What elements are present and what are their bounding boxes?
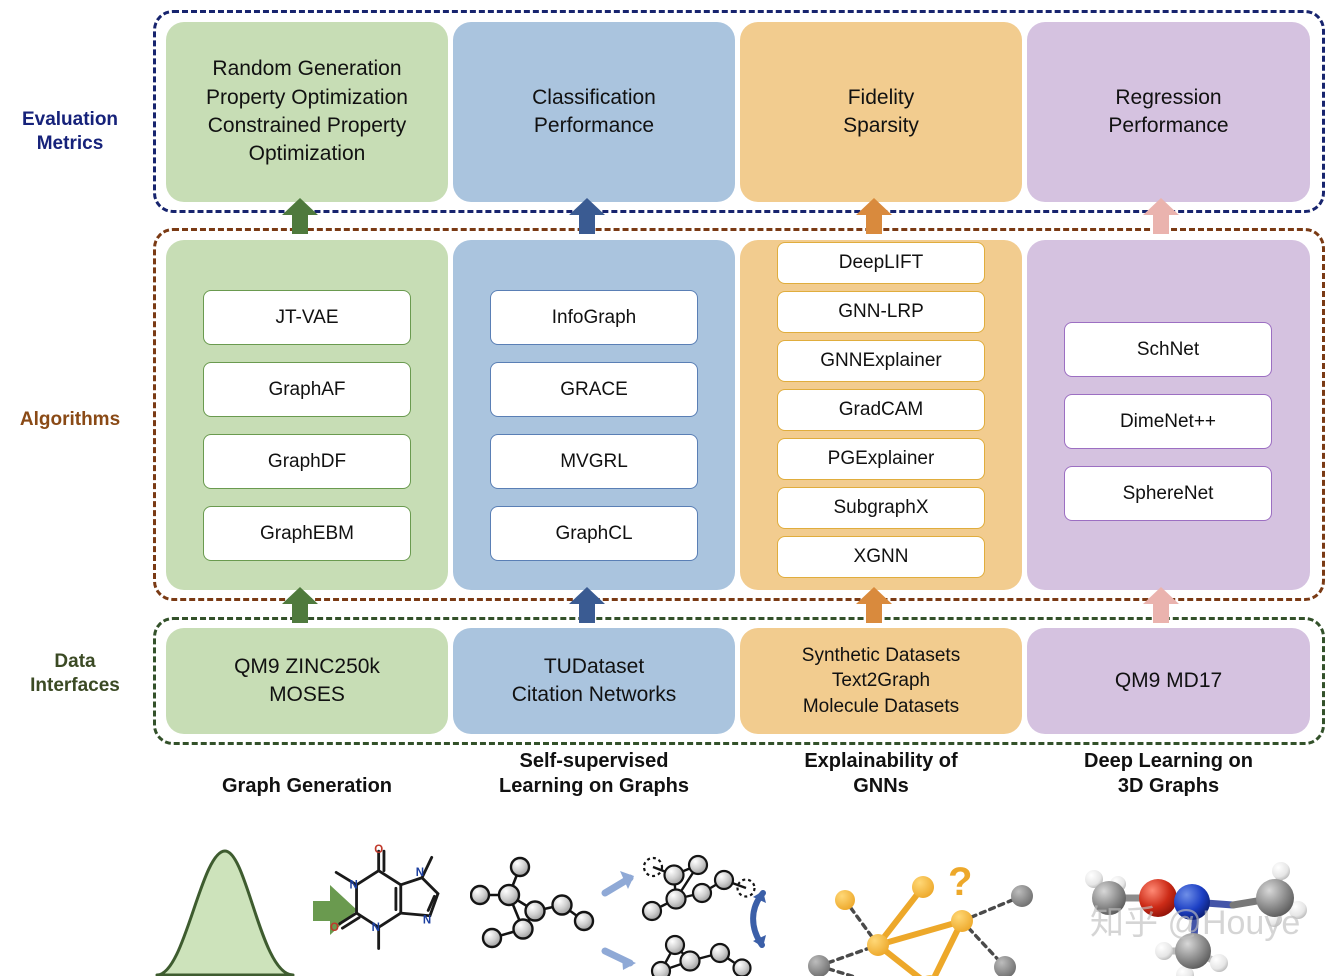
svg-text:O: O: [374, 844, 383, 856]
svg-text:N: N: [423, 915, 431, 927]
svg-text:N: N: [349, 879, 357, 891]
svg-text:N: N: [372, 922, 380, 934]
svg-text:N: N: [416, 867, 424, 879]
svg-text:O: O: [330, 922, 339, 934]
svg-text:?: ?: [948, 860, 972, 904]
